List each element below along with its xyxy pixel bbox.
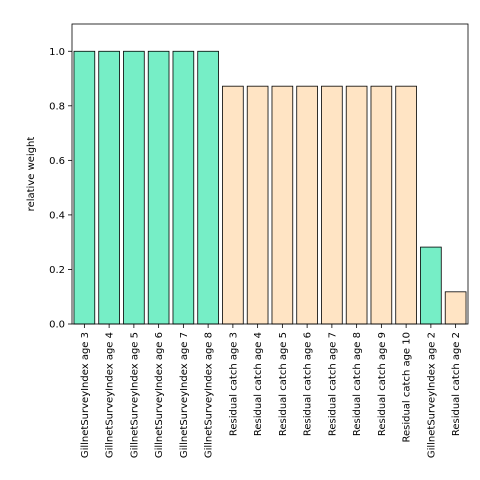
x-tick-label: Residual catch age 6 [303, 332, 314, 436]
x-tick-label: Residual catch age 4 [253, 332, 264, 436]
y-axis: 0.0 0.2 0.4 0.6 0.8 1.0 [49, 47, 72, 331]
y-tick-label: 1.0 [49, 47, 65, 58]
bar-11 [321, 85, 343, 325]
bar-10 [296, 85, 318, 325]
x-tick-label: Residual catch age 2 [451, 332, 462, 436]
y-tick-label: 0.6 [49, 156, 65, 167]
y-tick-label: 0.2 [49, 265, 65, 276]
bar-3 [123, 50, 145, 325]
bar-6 [197, 50, 219, 325]
bar-12 [345, 85, 368, 325]
bar-5 [172, 50, 195, 325]
x-tick-label: GillnetSurveyIndex age 3 [80, 332, 91, 458]
x-axis: GillnetSurveyIndex age 3 GillnetSurveyInd… [80, 324, 462, 458]
x-tick-label: Residual catch age 10 [402, 332, 413, 443]
bar-13 [370, 85, 393, 325]
x-tick-label: GillnetSurveyIndex age 5 [129, 332, 140, 458]
x-tick-label: Residual catch age 8 [352, 332, 363, 436]
x-tick-label: GillnetSurveyIndex age 4 [105, 332, 116, 458]
x-tick-label: Residual catch age 5 [278, 332, 289, 436]
plot-frame [71, 23, 469, 325]
bar-2 [98, 50, 120, 325]
x-tick-label: GillnetSurveyIndex age 2 [426, 332, 437, 458]
bar-8 [246, 85, 269, 325]
x-tick-label: Residual catch age 7 [327, 332, 338, 436]
y-tick-label: 0.4 [49, 210, 65, 221]
bar-4 [147, 50, 170, 325]
bar-15 [420, 246, 442, 325]
bar-14 [395, 85, 417, 325]
x-tick-label: GillnetSurveyIndex age 6 [154, 332, 165, 458]
y-tick-label: 0.0 [49, 320, 65, 331]
bars-group [73, 50, 467, 325]
bar-1 [73, 50, 96, 325]
x-tick-label: GillnetSurveyIndex age 7 [179, 332, 190, 458]
x-tick-label: GillnetSurveyIndex age 8 [204, 332, 215, 458]
x-tick-label: Residual catch age 9 [377, 332, 388, 436]
x-tick-label: Residual catch age 3 [228, 332, 239, 436]
bar-9 [271, 85, 294, 325]
y-axis-label: relative weight [26, 137, 37, 212]
y-tick-label: 0.8 [49, 101, 65, 112]
bar-7 [222, 85, 244, 325]
bar-16 [444, 291, 467, 325]
